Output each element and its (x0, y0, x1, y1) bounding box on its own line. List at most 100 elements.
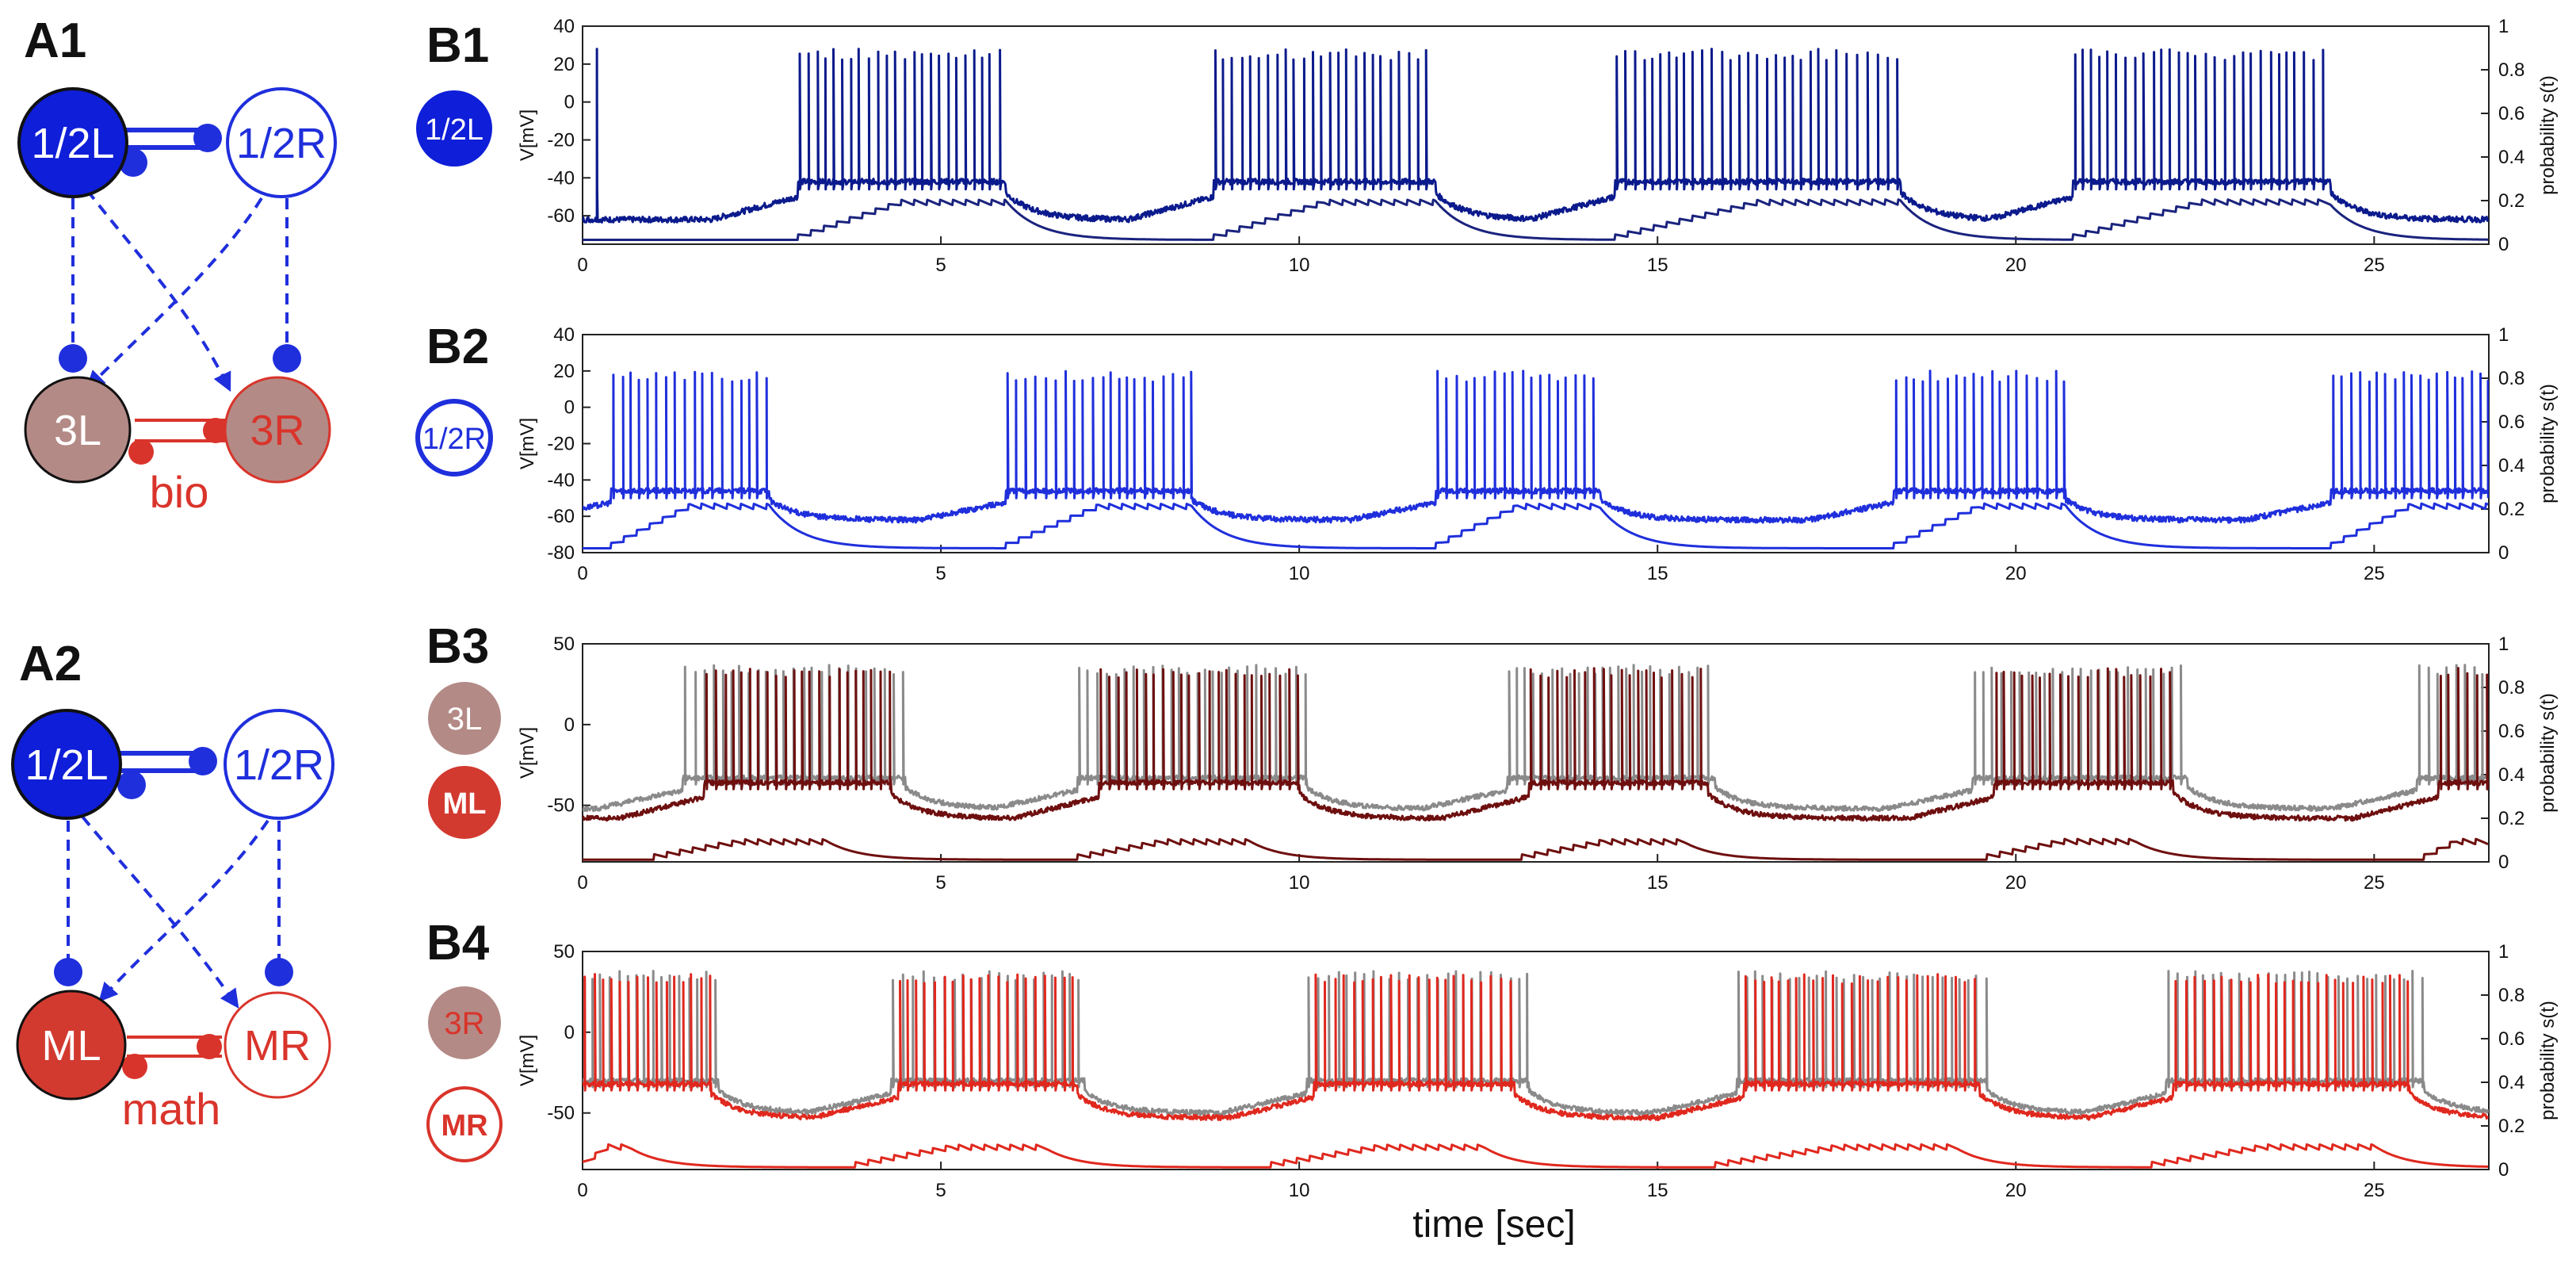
svg-text:1/2R: 1/2R (236, 120, 327, 167)
y-tick-label: -20 (547, 129, 575, 151)
x-tick-label: 20 (2005, 563, 2027, 584)
dashed-arrow (81, 815, 239, 1009)
y-tick-label: 0 (564, 92, 575, 113)
y-axis-label: V[mV] (517, 1035, 538, 1086)
y-tick-label: -50 (547, 795, 575, 817)
b-panel-legends: B1 1/2L B2 1/2R B3 3L ML B4 3R MR (415, 18, 503, 1162)
x-tick-label: 25 (2364, 872, 2385, 894)
y-tick-label: 50 (553, 941, 575, 963)
y2-tick-label: 0 (2498, 1159, 2509, 1181)
synapse-dot (197, 1034, 222, 1059)
x-tick-label: 15 (1647, 255, 1668, 276)
node-1-2l: 1/2L (17, 87, 128, 198)
y2-tick-label: 0 (2498, 852, 2509, 873)
svg-text:MR: MR (441, 1109, 487, 1143)
panel-a1: A1 1/2L 1/2R 3L 3R (17, 13, 337, 517)
synapse-dot (265, 958, 293, 986)
y2-axis-label: probability s(t) (2537, 693, 2559, 813)
node-3l: 3L (24, 376, 132, 484)
x-tick-label: 20 (2005, 1180, 2027, 1201)
chart-b4: 0 5 10 15 20 25 50 0 -50 1 0.8 0.6 0.4 0.2 0 V[mV] proba… (517, 941, 2559, 1201)
y2-tick-label: 0.8 (2498, 677, 2524, 699)
y-tick-label: 0 (564, 714, 575, 736)
y2-tick-label: 0.4 (2498, 1072, 2524, 1093)
y-axis-label: V[mV] (517, 727, 538, 779)
chart-b2: 0 5 10 15 20 25 40 20 0 -20 -40 -60 -80 1 0.8 0.6 0.4 0.2… (517, 324, 2559, 584)
y-axis-label: V[mV] (517, 418, 538, 469)
y-tick-label: 40 (553, 324, 575, 346)
svg-text:1/2R: 1/2R (422, 423, 486, 456)
panel-a2: A2 1/2L 1/2R ML MR math (11, 637, 334, 1134)
y-axis-label: V[mV] (517, 109, 538, 161)
x-tick-label: 5 (935, 255, 946, 276)
legend-node-1-2l: 1/2L (416, 90, 492, 167)
y2-tick-label: 0 (2498, 234, 2509, 255)
y-tick-label: -40 (547, 167, 575, 189)
node-1-2r-a2: 1/2R (224, 709, 334, 820)
x-tick-label: 10 (1289, 255, 1310, 276)
y2-tick-label: 0.4 (2498, 147, 2524, 168)
y-tick-label: 20 (553, 361, 575, 382)
y2-tick-label: 1 (2498, 941, 2509, 963)
x-tick-label: 25 (2364, 255, 2385, 276)
plot-area (583, 369, 2489, 549)
x-tick-label: 0 (577, 1180, 587, 1201)
x-tick-label: 0 (577, 872, 587, 894)
svg-text:3R: 3R (444, 1006, 484, 1041)
svg-text:1/2L: 1/2L (425, 113, 483, 147)
synapse-dot (117, 771, 146, 799)
y2-tick-label: 0.2 (2498, 1116, 2524, 1137)
synapse-label-math: math (122, 1084, 221, 1134)
svg-text:1/2L: 1/2L (25, 741, 108, 789)
y2-tick-label: 0.6 (2498, 103, 2524, 124)
svg-text:3L: 3L (447, 702, 483, 737)
plot-area (583, 970, 2489, 1169)
y2-tick-label: 0.6 (2498, 721, 2524, 742)
node-3r: 3R (224, 376, 331, 484)
plot-area (583, 48, 2489, 241)
synapse-dot (273, 344, 301, 373)
y2-tick-label: 0.2 (2498, 190, 2524, 212)
probability-trace (583, 502, 2489, 549)
probability-trace (583, 1143, 2489, 1169)
synapse-label-bio: bio (150, 467, 209, 517)
y2-tick-label: 0.8 (2498, 59, 2524, 81)
legend-node-3r: 3R (428, 986, 501, 1059)
y2-tick-label: 1 (2498, 16, 2509, 37)
x-tick-label: 20 (2005, 872, 2027, 894)
panel-label-a1: A1 (24, 13, 86, 68)
synapse-dot (193, 124, 222, 152)
panel-label-a2: A2 (19, 637, 82, 691)
y2-tick-label: 0.2 (2498, 808, 2524, 829)
y2-tick-label: 1 (2498, 324, 2509, 346)
svg-text:MR: MR (244, 1022, 311, 1070)
synapse-dot (128, 439, 154, 465)
y-tick-label: -60 (547, 205, 575, 227)
x-tick-label: 15 (1647, 1180, 1668, 1201)
y-tick-label: -20 (547, 434, 575, 455)
y-tick-label: 0 (564, 1022, 575, 1043)
y-tick-label: -40 (547, 469, 575, 491)
panel-label-b2: B2 (426, 320, 489, 374)
y2-axis-label: probability s(t) (2537, 384, 2559, 503)
y-tick-label: -80 (547, 542, 575, 564)
plot-area (583, 664, 2489, 861)
legend-node-1-2r: 1/2R (415, 399, 493, 477)
y-tick-label: -60 (547, 506, 575, 527)
dashed-arrow (86, 189, 231, 392)
x-tick-label: 15 (1647, 872, 1668, 894)
y2-axis-label: probability s(t) (2537, 75, 2559, 195)
chart-b3: 0 5 10 15 20 25 50 0 -50 1 0.8 0.6 0.4 0.2 0 V[mV] proba… (517, 634, 2559, 894)
y2-tick-label: 0 (2498, 542, 2509, 564)
voltage-trace (583, 48, 2489, 224)
x-tick-label: 10 (1289, 1180, 1310, 1201)
x-tick-label: 20 (2005, 255, 2027, 276)
legend-node-3l: 3L (428, 682, 501, 755)
plot-frame (582, 643, 2490, 863)
legend-node-ml: ML (428, 766, 501, 839)
voltage-trace (583, 970, 2489, 1116)
x-tick-label: 5 (935, 1180, 946, 1201)
x-tick-label: 10 (1289, 563, 1310, 584)
y-tick-label: 50 (553, 634, 575, 655)
